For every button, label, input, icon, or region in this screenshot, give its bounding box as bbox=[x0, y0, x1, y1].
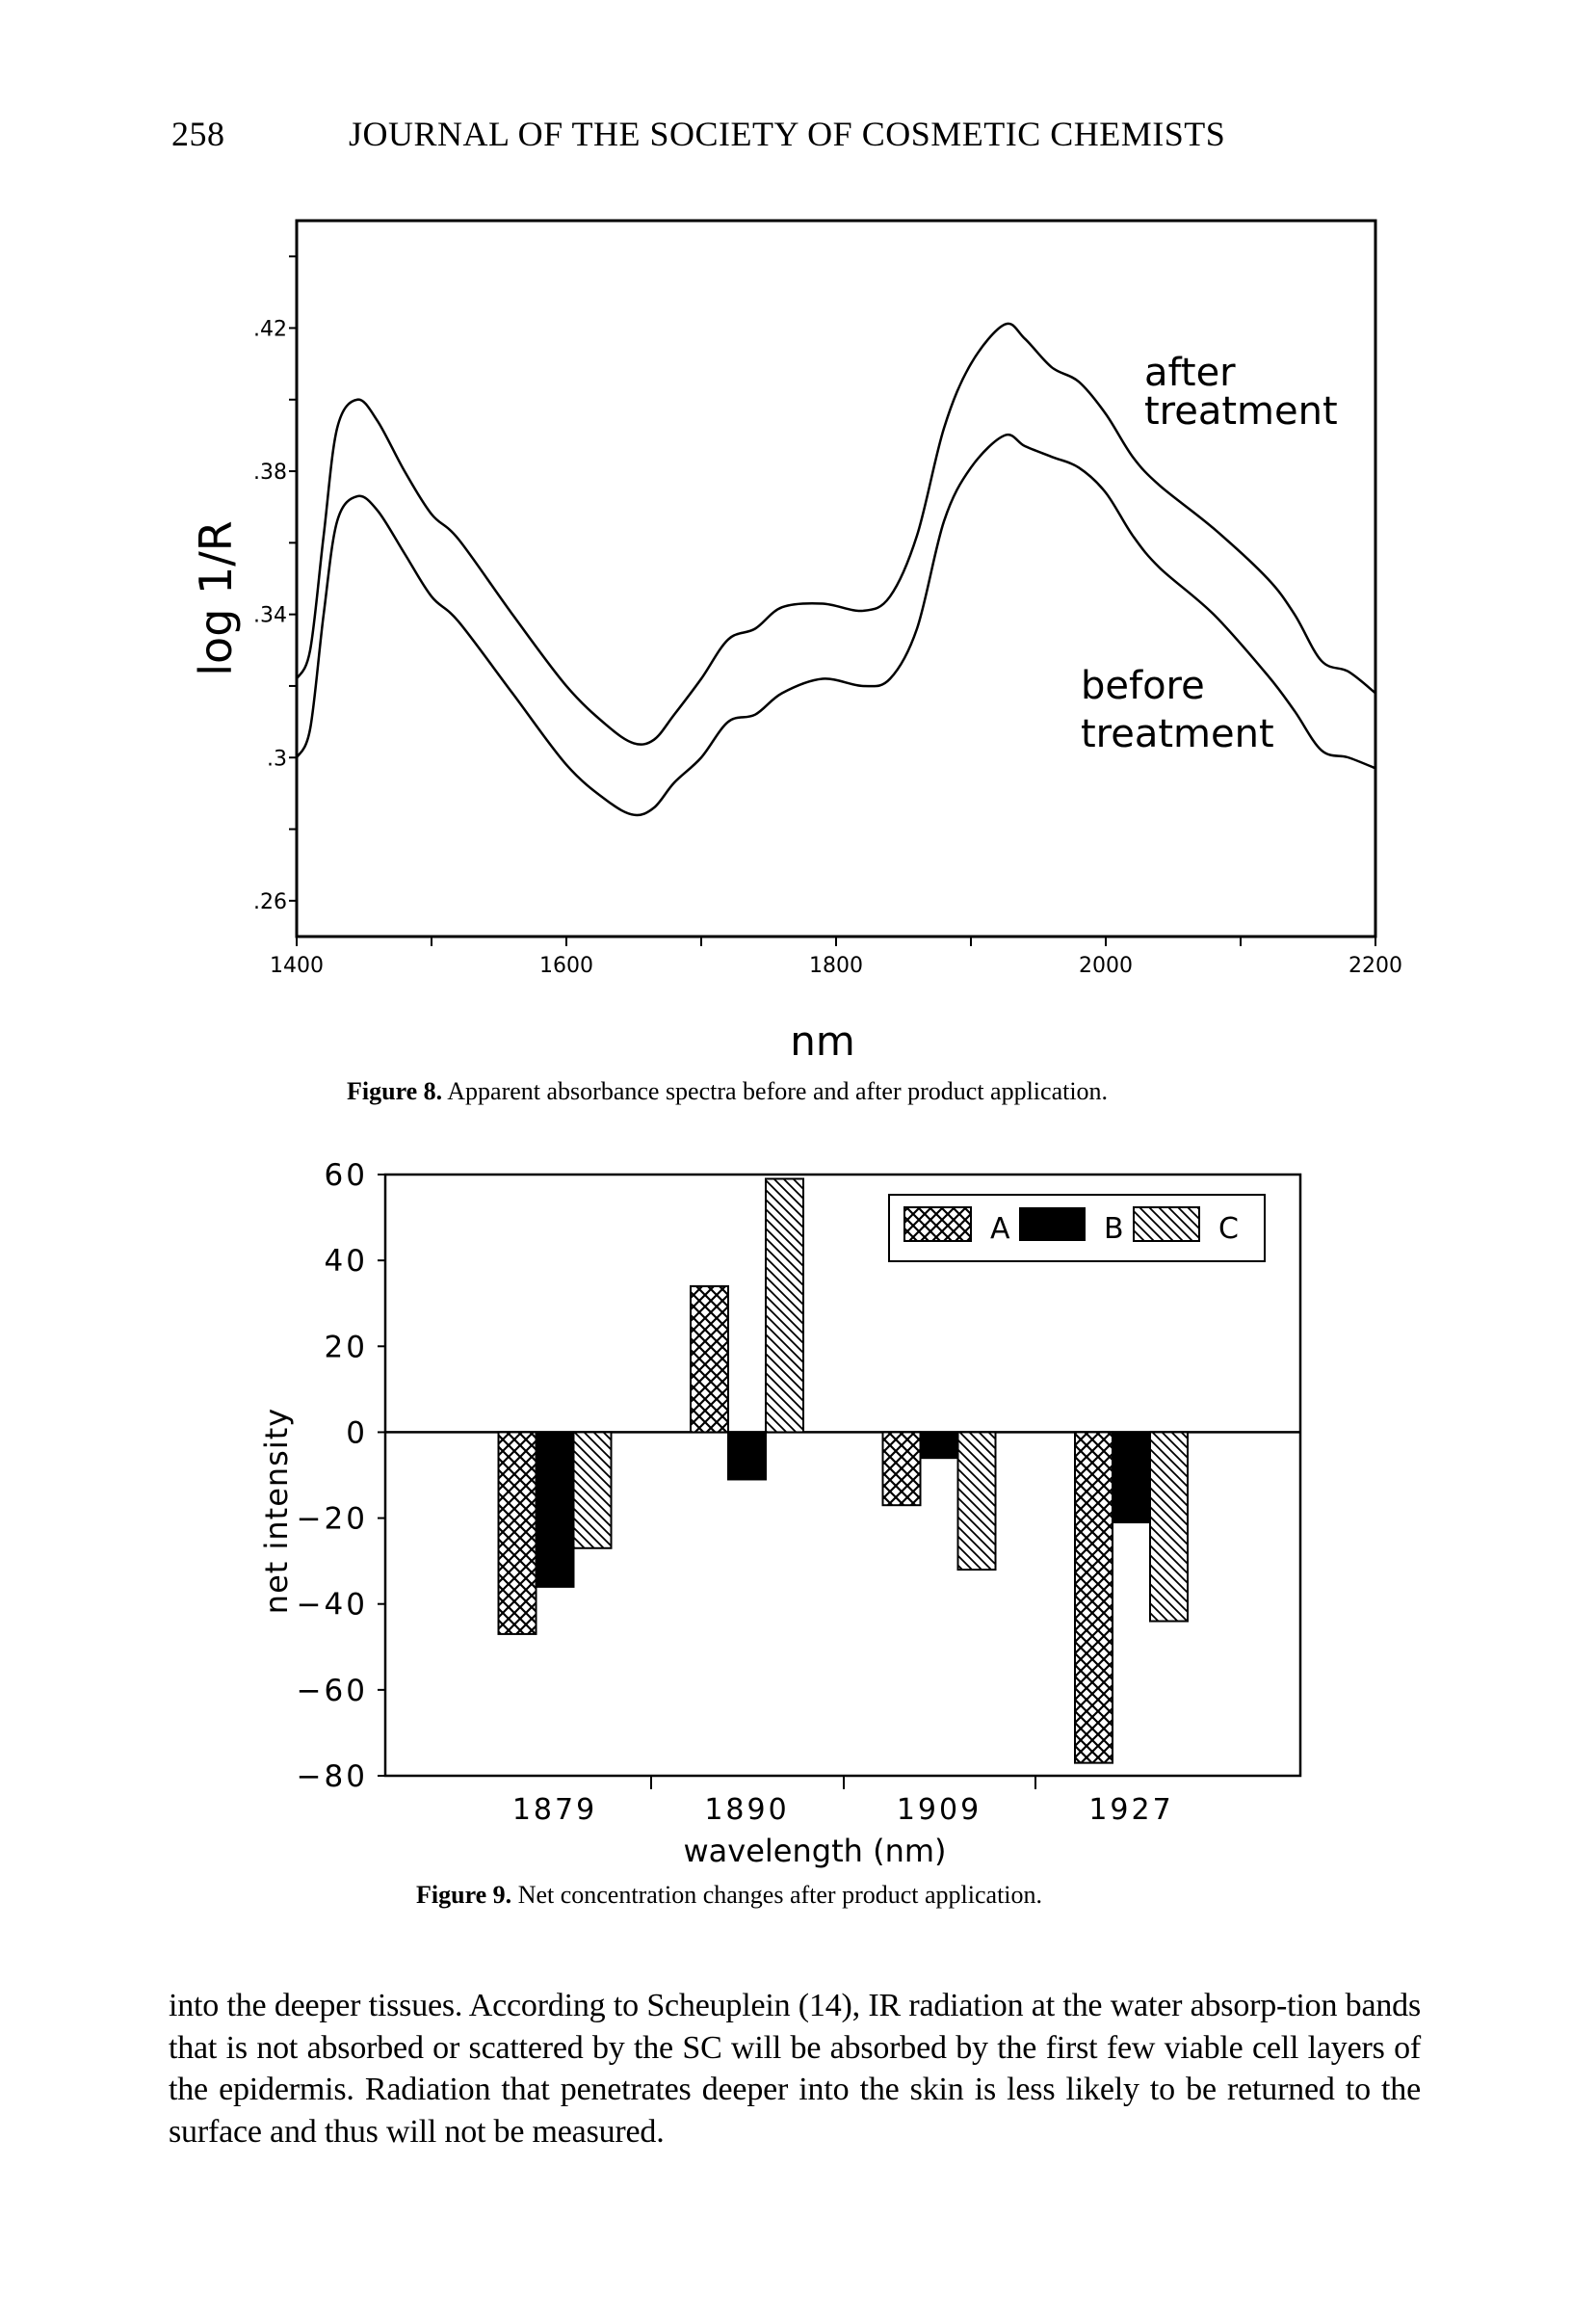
figure-8-chart: .26 .3 .34 .38 .42 1400 1600 1800 2000 2200 after… bbox=[190, 219, 1402, 1065]
y-tick-label: −80 bbox=[297, 1759, 368, 1794]
y-tick-label: 0 bbox=[346, 1415, 368, 1450]
y-axis-label: log 1/R bbox=[190, 520, 242, 675]
annotation-before-line2: treatment bbox=[1081, 712, 1274, 756]
figure-9-chart: −80 −60 −40 −20 0 20 40 60 1879 1890 1909 1927 A B … bbox=[258, 1158, 1302, 1869]
x-tick-label: 1800 bbox=[809, 954, 863, 978]
series-before-treatment-line bbox=[295, 433, 1376, 817]
y-tick-label: −60 bbox=[297, 1674, 368, 1708]
bar-b-1890 bbox=[727, 1431, 767, 1481]
x-tick-label: 1909 bbox=[897, 1793, 982, 1827]
bar-c-1909 bbox=[956, 1431, 997, 1571]
legend-label-c: C bbox=[1218, 1212, 1239, 1246]
series-after-treatment-line bbox=[295, 322, 1376, 746]
x-tick-label: 1600 bbox=[539, 954, 593, 978]
x-tick-label: 2200 bbox=[1348, 954, 1402, 978]
bar-b-1909 bbox=[919, 1431, 959, 1460]
y-tick-label: 20 bbox=[325, 1330, 368, 1364]
legend-label-a: A bbox=[990, 1212, 1010, 1246]
caption-label: Figure 9. bbox=[416, 1881, 512, 1909]
y-tick-label: .26 bbox=[253, 890, 287, 914]
y-tick-label: 60 bbox=[325, 1158, 368, 1193]
bar-b-1927 bbox=[1112, 1431, 1151, 1524]
annotation-after-line2: treatment bbox=[1144, 389, 1338, 434]
caption-text: Net concentration changes after product … bbox=[517, 1881, 1043, 1909]
bar-a-1879 bbox=[497, 1431, 537, 1635]
x-tick-label: 1400 bbox=[270, 954, 324, 978]
bar-a-1927 bbox=[1074, 1431, 1113, 1764]
x-axis-label: nm bbox=[790, 1017, 855, 1065]
y-tick-label: 40 bbox=[325, 1244, 368, 1279]
body-paragraph: into the deeper tissues. According to Sc… bbox=[169, 1988, 1421, 2150]
caption-text: Apparent absorbance spectra before and a… bbox=[447, 1077, 1109, 1105]
x-tick-label: 1879 bbox=[512, 1793, 597, 1827]
figure-9-caption: Figure 9. Net concentration changes afte… bbox=[416, 1881, 1042, 1910]
y-tick-label: .38 bbox=[253, 461, 287, 485]
bar-b-1879 bbox=[535, 1431, 575, 1588]
journal-title: JOURNAL OF THE SOCIETY OF COSMETIC CHEMI… bbox=[349, 115, 1226, 153]
x-tick-label: 1927 bbox=[1088, 1793, 1173, 1827]
bar-c-1879 bbox=[572, 1431, 613, 1549]
y-tick-label: −40 bbox=[297, 1588, 368, 1623]
annotation-before-line1: before bbox=[1081, 664, 1205, 708]
bar-a-1909 bbox=[881, 1431, 922, 1507]
x-axis-label: wavelength (nm) bbox=[684, 1833, 947, 1869]
y-tick-label: .34 bbox=[253, 604, 287, 628]
plot-frame bbox=[295, 219, 1377, 938]
bar-c-1927 bbox=[1149, 1431, 1189, 1623]
legend-swatch-a bbox=[903, 1206, 972, 1242]
bar-a-1890 bbox=[690, 1284, 729, 1434]
page-number: 258 bbox=[171, 115, 225, 153]
legend-swatch-b bbox=[1019, 1207, 1086, 1241]
x-tick-label: 2000 bbox=[1079, 954, 1133, 978]
y-axis-label: net intensity bbox=[258, 1408, 295, 1614]
figure-8-caption: Figure 8. Apparent absorbance spectra be… bbox=[347, 1077, 1108, 1106]
bar-c-1890 bbox=[765, 1177, 804, 1434]
caption-label: Figure 8. bbox=[347, 1077, 443, 1105]
x-tick-label: 1890 bbox=[704, 1793, 789, 1827]
legend-label-b: B bbox=[1104, 1212, 1124, 1246]
y-tick-label: −20 bbox=[297, 1502, 368, 1537]
y-tick-label: .42 bbox=[253, 317, 287, 341]
y-tick-label: .3 bbox=[267, 747, 287, 771]
legend: A B C bbox=[888, 1194, 1266, 1262]
legend-swatch-c bbox=[1133, 1206, 1200, 1242]
annotation-after-line1: after bbox=[1144, 351, 1236, 395]
